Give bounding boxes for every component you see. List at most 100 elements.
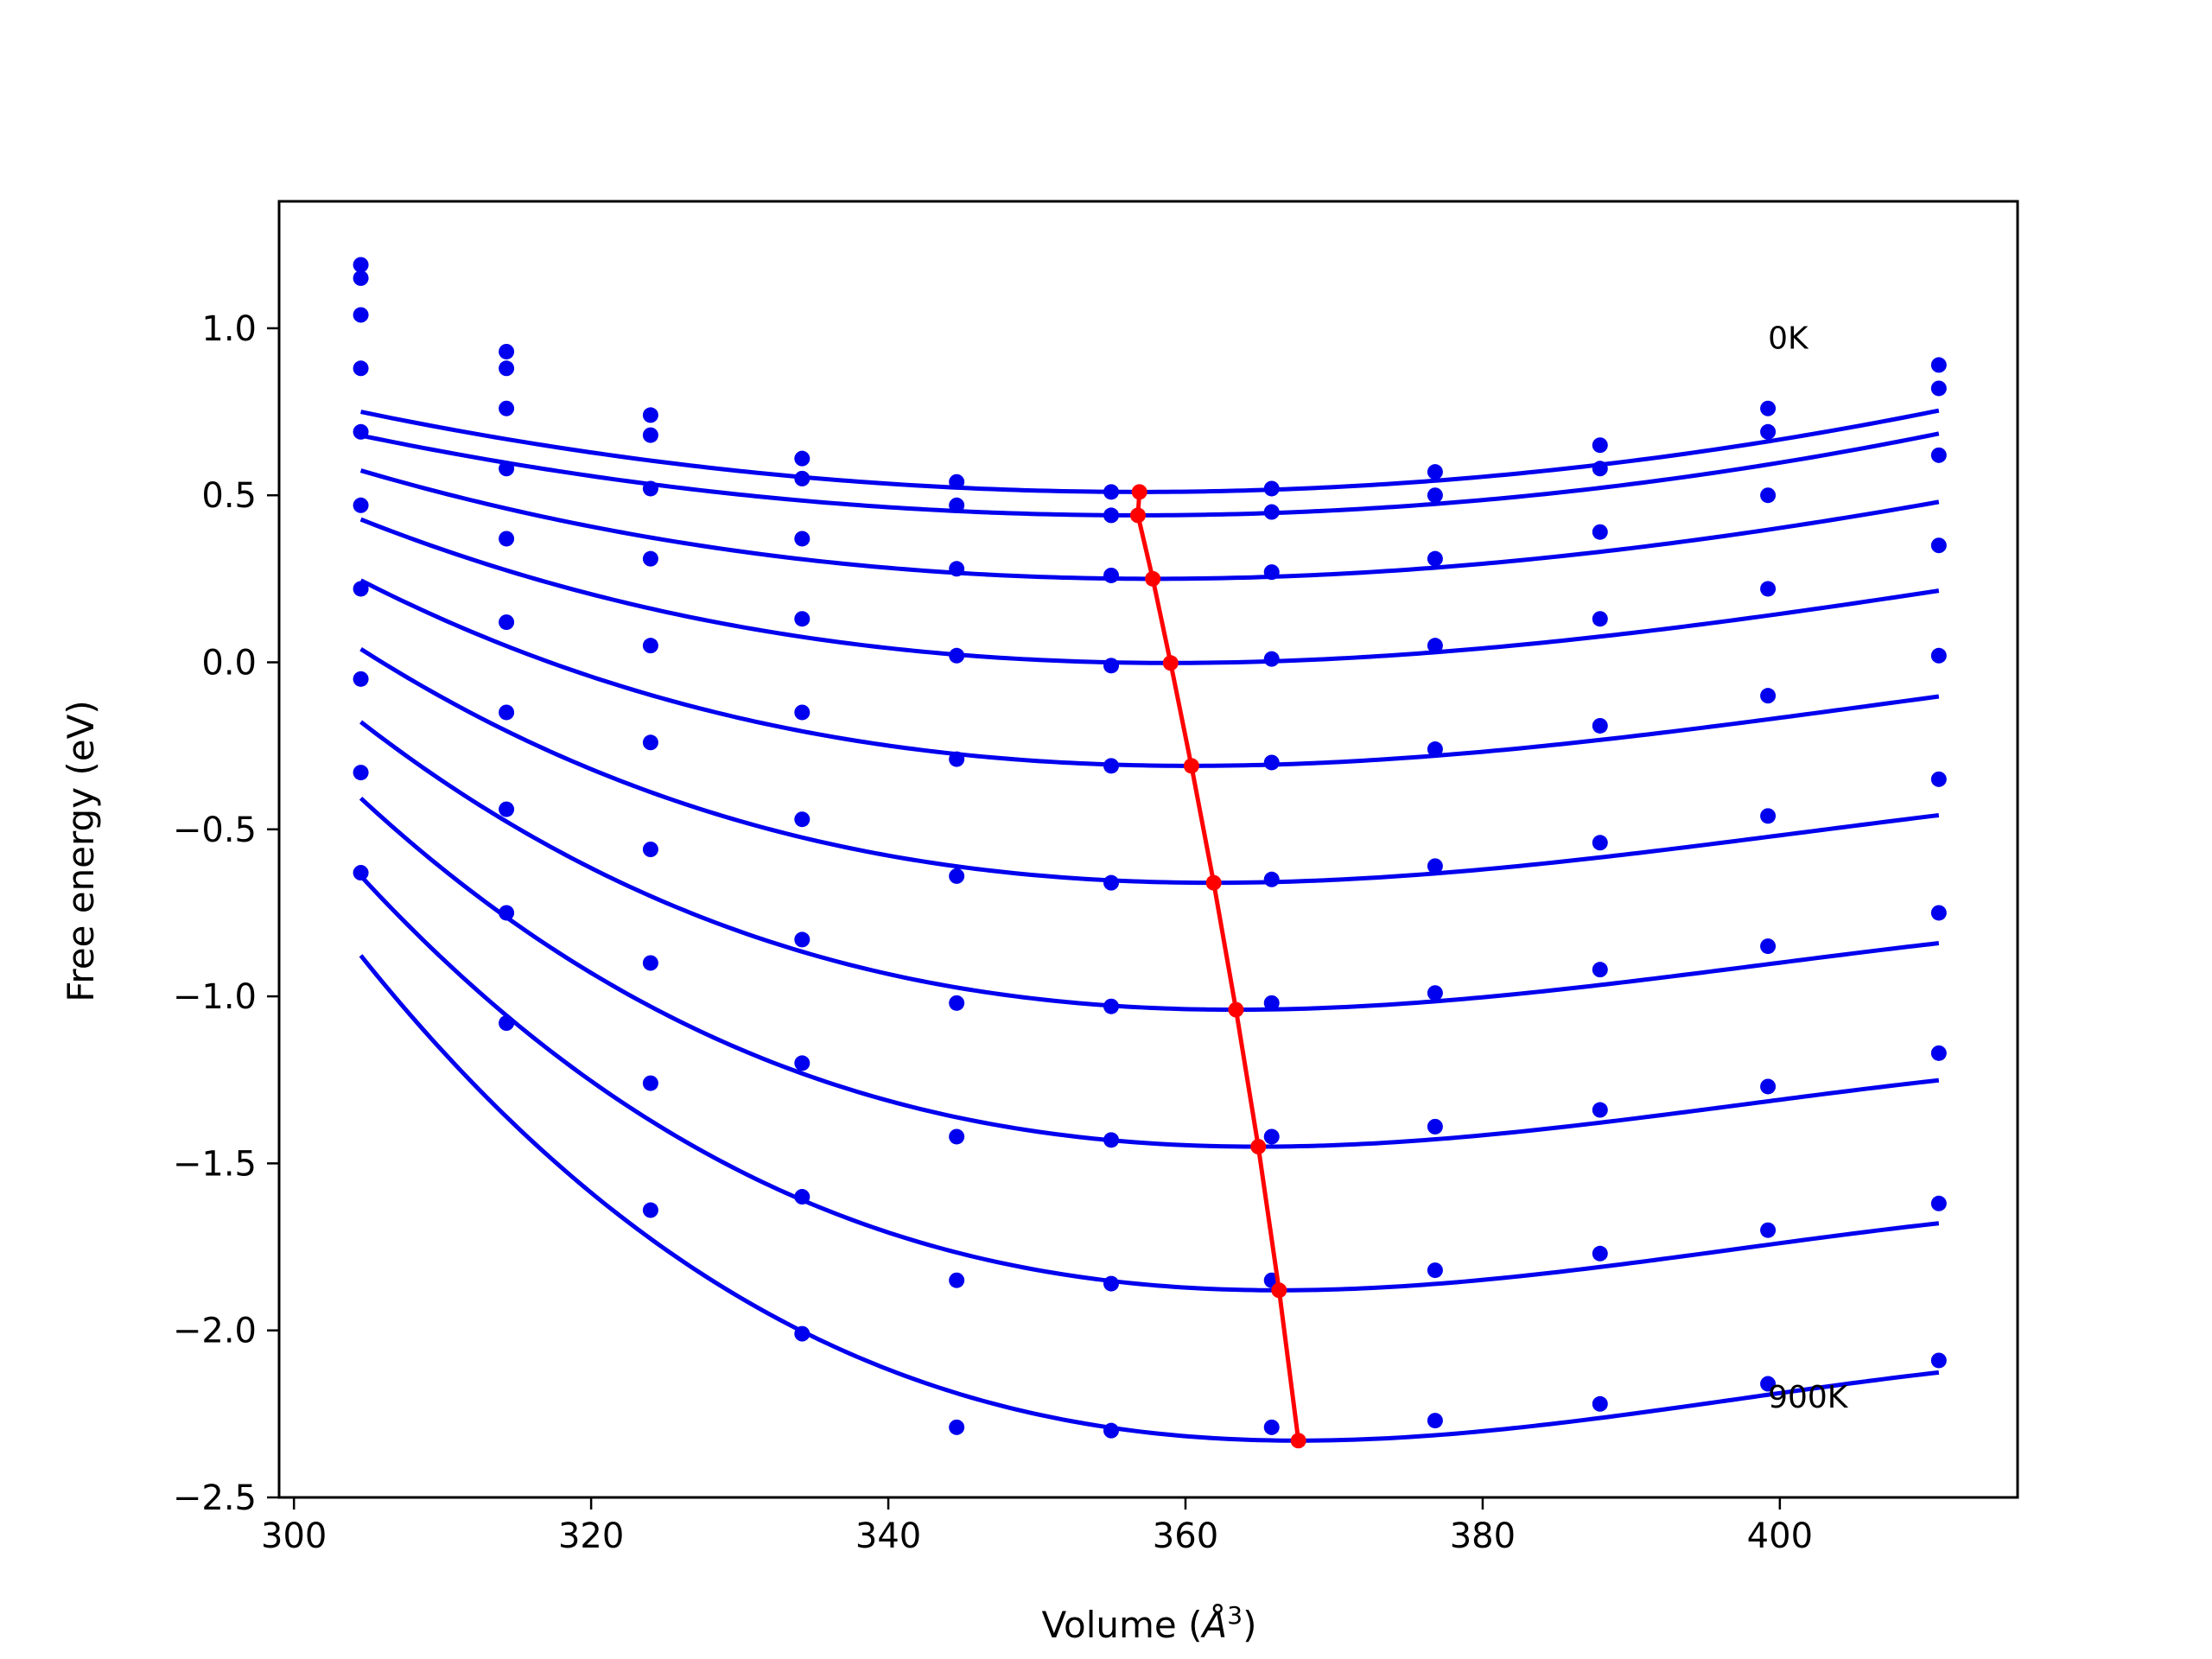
data-point xyxy=(642,734,658,751)
fit-curve-6 xyxy=(359,720,1940,1013)
annotations: 0K 900K xyxy=(1768,321,1849,1416)
data-point xyxy=(1427,1118,1443,1135)
minimum-point xyxy=(1183,758,1199,774)
data-point xyxy=(1103,1422,1120,1439)
data-point xyxy=(353,865,369,881)
data-point xyxy=(1760,938,1777,955)
y-tick-label: 1.0 xyxy=(201,309,257,349)
data-point xyxy=(1930,771,1947,787)
data-point xyxy=(1592,717,1608,734)
fit-curves xyxy=(359,408,1940,1443)
data-point xyxy=(1103,758,1120,774)
data-points xyxy=(353,257,1947,1439)
data-point xyxy=(949,1272,965,1288)
data-point xyxy=(794,1189,810,1205)
data-point xyxy=(642,427,658,443)
data-point xyxy=(1592,1245,1608,1262)
data-point xyxy=(1427,1262,1443,1279)
data-point xyxy=(1592,835,1608,851)
data-point xyxy=(1103,874,1120,891)
data-point xyxy=(1930,1045,1947,1061)
data-point xyxy=(794,1055,810,1071)
data-point xyxy=(642,842,658,857)
y-axis-label: Free energy (eV) xyxy=(60,700,102,1002)
data-point xyxy=(499,614,515,631)
minimum-energy-line xyxy=(1129,484,1306,1449)
data-point xyxy=(949,561,965,577)
data-point xyxy=(499,801,515,817)
data-point xyxy=(1592,962,1608,978)
data-point xyxy=(1427,1413,1443,1429)
fit-curve-8 xyxy=(359,874,1940,1293)
fit-curve-7 xyxy=(359,796,1940,1149)
data-point xyxy=(1760,808,1777,824)
minimum-point xyxy=(1129,507,1146,524)
annotation-label: 900K xyxy=(1768,1380,1849,1415)
minimum-point xyxy=(1205,874,1222,891)
data-point xyxy=(1930,380,1947,397)
data-point xyxy=(949,1128,965,1145)
y-axis-ticks: −2.5 −2.0 −1.5 −1.0 −0.5 0.0 0.5 1.0 xyxy=(173,309,279,1518)
data-point xyxy=(1760,581,1777,597)
data-point xyxy=(353,257,369,273)
x-tick-label: 360 xyxy=(1153,1516,1218,1556)
data-point xyxy=(949,995,965,1011)
minimum-point xyxy=(1131,484,1147,500)
data-point xyxy=(1930,537,1947,554)
data-point xyxy=(1263,564,1280,581)
y-tick-label: 0.0 xyxy=(201,644,257,683)
data-point xyxy=(1263,754,1280,771)
data-point xyxy=(1103,484,1120,500)
data-point xyxy=(1427,487,1443,504)
data-point xyxy=(794,470,810,486)
data-point xyxy=(1592,1395,1608,1412)
data-point xyxy=(642,1202,658,1218)
minimum-point xyxy=(1290,1433,1306,1449)
data-point xyxy=(1760,1222,1777,1238)
data-point xyxy=(642,480,658,497)
data-point xyxy=(642,407,658,423)
y-tick-label: −1.5 xyxy=(173,1144,257,1184)
plot-frame xyxy=(277,200,2019,1499)
x-axis-label: Volume (Å3) xyxy=(1042,1601,1257,1647)
data-point xyxy=(1103,998,1120,1014)
data-point xyxy=(794,704,810,721)
data-point xyxy=(353,307,369,323)
data-point xyxy=(1427,638,1443,654)
data-point xyxy=(949,751,965,767)
data-point xyxy=(794,811,810,828)
data-point xyxy=(949,868,965,884)
data-point xyxy=(1103,1132,1120,1148)
y-tick-label: −2.0 xyxy=(173,1312,257,1351)
x-tick-label: 340 xyxy=(855,1516,921,1556)
data-point xyxy=(1760,423,1777,440)
data-point xyxy=(1427,550,1443,567)
y-tick-label: −0.5 xyxy=(173,810,257,850)
data-point xyxy=(1592,1102,1608,1118)
fit-curve-3 xyxy=(359,517,1940,665)
data-point xyxy=(499,704,515,721)
data-point xyxy=(642,1075,658,1091)
data-point xyxy=(1760,487,1777,504)
data-point xyxy=(1930,1352,1947,1369)
data-point xyxy=(353,497,369,513)
annotation-label: 0K xyxy=(1768,321,1809,357)
data-point xyxy=(1103,507,1120,524)
data-point xyxy=(1263,651,1280,667)
data-point xyxy=(1427,985,1443,1001)
data-point xyxy=(1930,447,1947,463)
minimum-point xyxy=(1271,1282,1287,1299)
data-point xyxy=(1760,400,1777,416)
y-tick-label: −2.5 xyxy=(173,1478,257,1518)
minimum-point xyxy=(1228,1001,1244,1018)
x-axis-ticks: 300 320 340 360 380 400 xyxy=(261,1497,1813,1556)
x-tick-label: 300 xyxy=(261,1516,327,1556)
data-point xyxy=(499,461,515,477)
data-point xyxy=(1103,658,1120,674)
data-point xyxy=(949,647,965,664)
y-tick-label: 0.5 xyxy=(201,476,257,516)
data-point xyxy=(1427,741,1443,758)
data-point xyxy=(794,611,810,627)
minimum-point xyxy=(1145,570,1161,587)
data-point xyxy=(1760,1376,1777,1392)
